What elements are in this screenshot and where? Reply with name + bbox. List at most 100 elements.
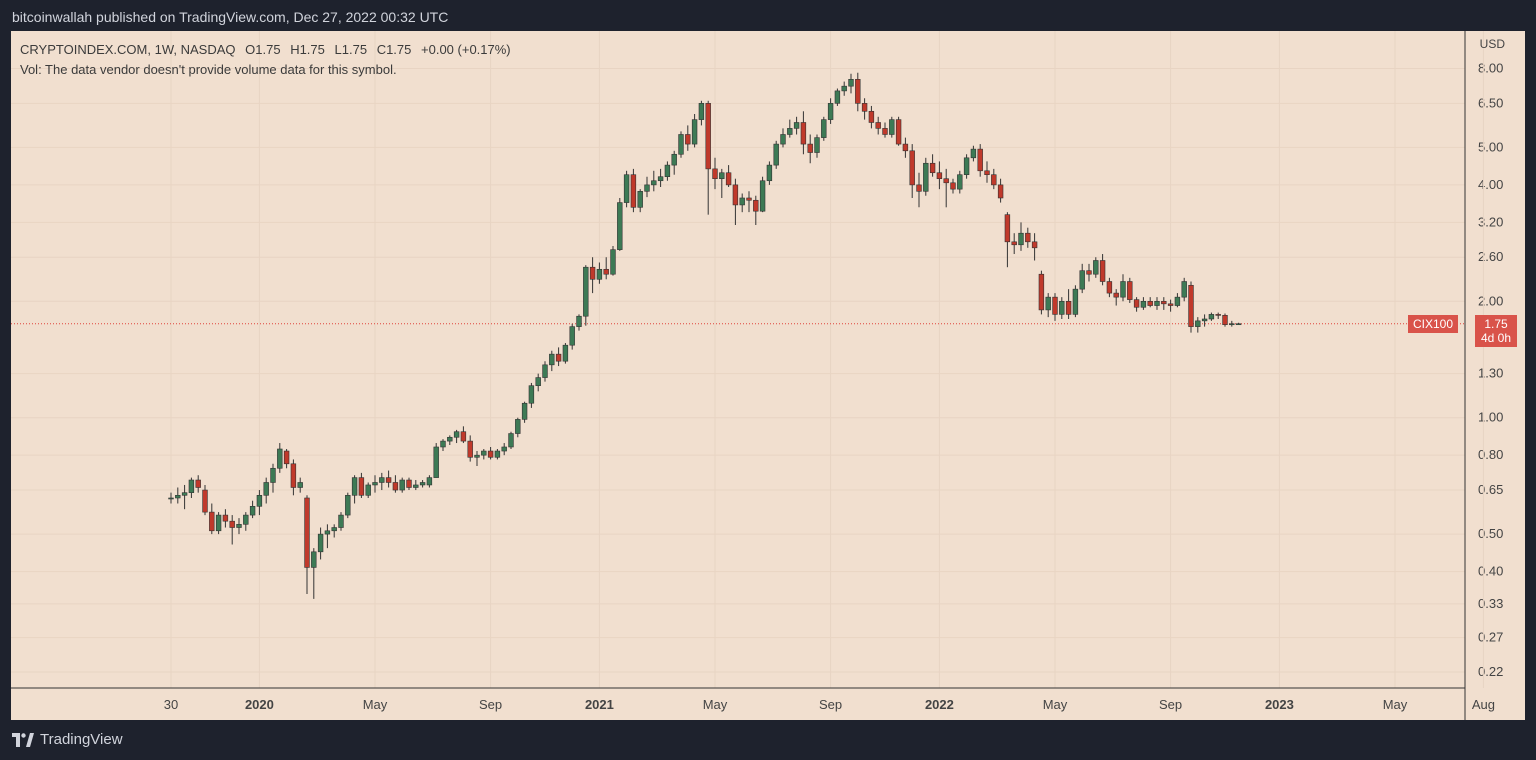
candle-body xyxy=(440,440,446,448)
candle-body xyxy=(984,170,990,176)
candle-body xyxy=(800,122,807,145)
candle-body xyxy=(236,524,242,528)
candle-body xyxy=(929,162,936,174)
candle-body xyxy=(1038,273,1045,311)
legend-open: O1.75 xyxy=(245,42,281,57)
candle-body xyxy=(494,450,501,458)
candle-body xyxy=(317,533,324,553)
candle-body xyxy=(895,119,902,145)
y-tick-label: 0.22 xyxy=(1478,664,1503,679)
x-tick-label: Sep xyxy=(819,697,842,712)
candle-body xyxy=(358,477,365,496)
candle-body xyxy=(630,174,637,208)
candle-body xyxy=(1140,300,1147,308)
candle-body xyxy=(406,479,412,488)
candle-body xyxy=(834,90,841,104)
candle-body xyxy=(277,448,283,469)
candle-body xyxy=(1188,284,1194,327)
candle-body xyxy=(1161,300,1167,305)
y-tick-label: 2.60 xyxy=(1478,249,1503,264)
candle-body xyxy=(970,148,977,159)
candle-body xyxy=(950,182,956,190)
candle-body xyxy=(1086,270,1092,275)
chart-legend: CRYPTOINDEX.COM, 1W, NASDAQ O1.75 H1.75 … xyxy=(20,40,517,80)
candle-body xyxy=(827,103,834,120)
candle-body xyxy=(528,385,535,404)
candle-body xyxy=(1093,260,1099,275)
candle-body xyxy=(916,184,922,192)
candle-body xyxy=(746,197,752,201)
candle-body xyxy=(773,143,779,166)
y-tick-label: 1.00 xyxy=(1478,410,1503,425)
candle-body xyxy=(1174,296,1181,306)
candle-body xyxy=(249,506,256,516)
candle-body xyxy=(290,463,297,488)
candle-body xyxy=(467,440,473,458)
candle-body xyxy=(875,122,881,129)
x-tick-label: 2020 xyxy=(245,697,274,712)
y-tick-label: 0.40 xyxy=(1478,564,1503,579)
x-tick-label: May xyxy=(1383,697,1408,712)
candle-body xyxy=(175,495,181,499)
candle-body xyxy=(766,164,773,182)
candle-body xyxy=(501,446,507,452)
candle-body xyxy=(181,492,188,496)
candle-body xyxy=(705,103,711,170)
candle-body xyxy=(419,482,426,486)
candle-body xyxy=(1031,241,1038,249)
candle-body xyxy=(1052,296,1058,315)
candle-body xyxy=(1181,281,1187,298)
candle-body xyxy=(379,477,385,483)
candle-body xyxy=(372,482,378,486)
candle-body xyxy=(535,377,541,386)
candle-body xyxy=(569,326,575,346)
candle-body xyxy=(1045,296,1051,311)
y-tick-label: 1.30 xyxy=(1478,366,1503,381)
y-tick-label: 0.50 xyxy=(1478,526,1503,541)
candle-body xyxy=(215,514,222,532)
legend-high: H1.75 xyxy=(290,42,325,57)
candle-body xyxy=(1229,323,1235,326)
candle-body xyxy=(562,344,569,362)
candle-body xyxy=(868,110,875,123)
candle-body xyxy=(821,119,827,138)
publish-info: bitcoinwallah published on TradingView.c… xyxy=(12,9,449,25)
candle-body xyxy=(1201,318,1208,322)
tradingview-brand[interactable]: TradingView xyxy=(12,731,123,748)
candle-body xyxy=(793,122,800,129)
candle-body xyxy=(1011,241,1017,246)
legend-symbol[interactable]: CRYPTOINDEX.COM, 1W, NASDAQ xyxy=(20,42,236,57)
candle-body xyxy=(882,128,888,135)
candle-body xyxy=(1120,281,1126,298)
candle-body xyxy=(1072,288,1079,315)
candle-body xyxy=(460,431,467,442)
chart-area[interactable]: 8.00 6.50 5.00 4.00 3.20 2.60 2.00 1.30 1.00 0.80… xyxy=(11,31,1525,720)
tradingview-logo-icon xyxy=(12,732,34,747)
y-tick-label: 8.00 xyxy=(1478,60,1503,75)
last-price-tag: 1.75 4d 0h xyxy=(1475,314,1517,347)
candle-body xyxy=(963,157,970,176)
candle-body xyxy=(229,520,235,528)
candle-body xyxy=(331,527,337,532)
candlestick-chart[interactable]: 8.00 6.50 5.00 4.00 3.20 2.60 2.00 1.30 1.00 0.80… xyxy=(11,31,1525,720)
candle-body xyxy=(657,176,664,182)
x-tick-label: Sep xyxy=(1159,697,1182,712)
candle-body xyxy=(481,450,487,456)
candle-body xyxy=(617,202,623,250)
candle-body xyxy=(351,477,358,496)
candle-body xyxy=(787,128,793,135)
currency-label[interactable]: USD xyxy=(1479,37,1505,51)
candle-body xyxy=(474,454,480,458)
candle-body xyxy=(413,484,419,488)
legend-close: C1.75 xyxy=(376,42,412,57)
y-tick-label: 2.00 xyxy=(1478,293,1503,308)
y-tick-label: 4.00 xyxy=(1478,177,1503,192)
candle-body xyxy=(1025,232,1031,243)
candle-body xyxy=(243,514,249,525)
candle-body xyxy=(685,134,691,145)
candle-body xyxy=(691,119,698,145)
candle-body xyxy=(814,137,820,153)
candle-body xyxy=(209,511,215,532)
candle-body xyxy=(399,479,405,491)
candle-body xyxy=(698,103,705,120)
